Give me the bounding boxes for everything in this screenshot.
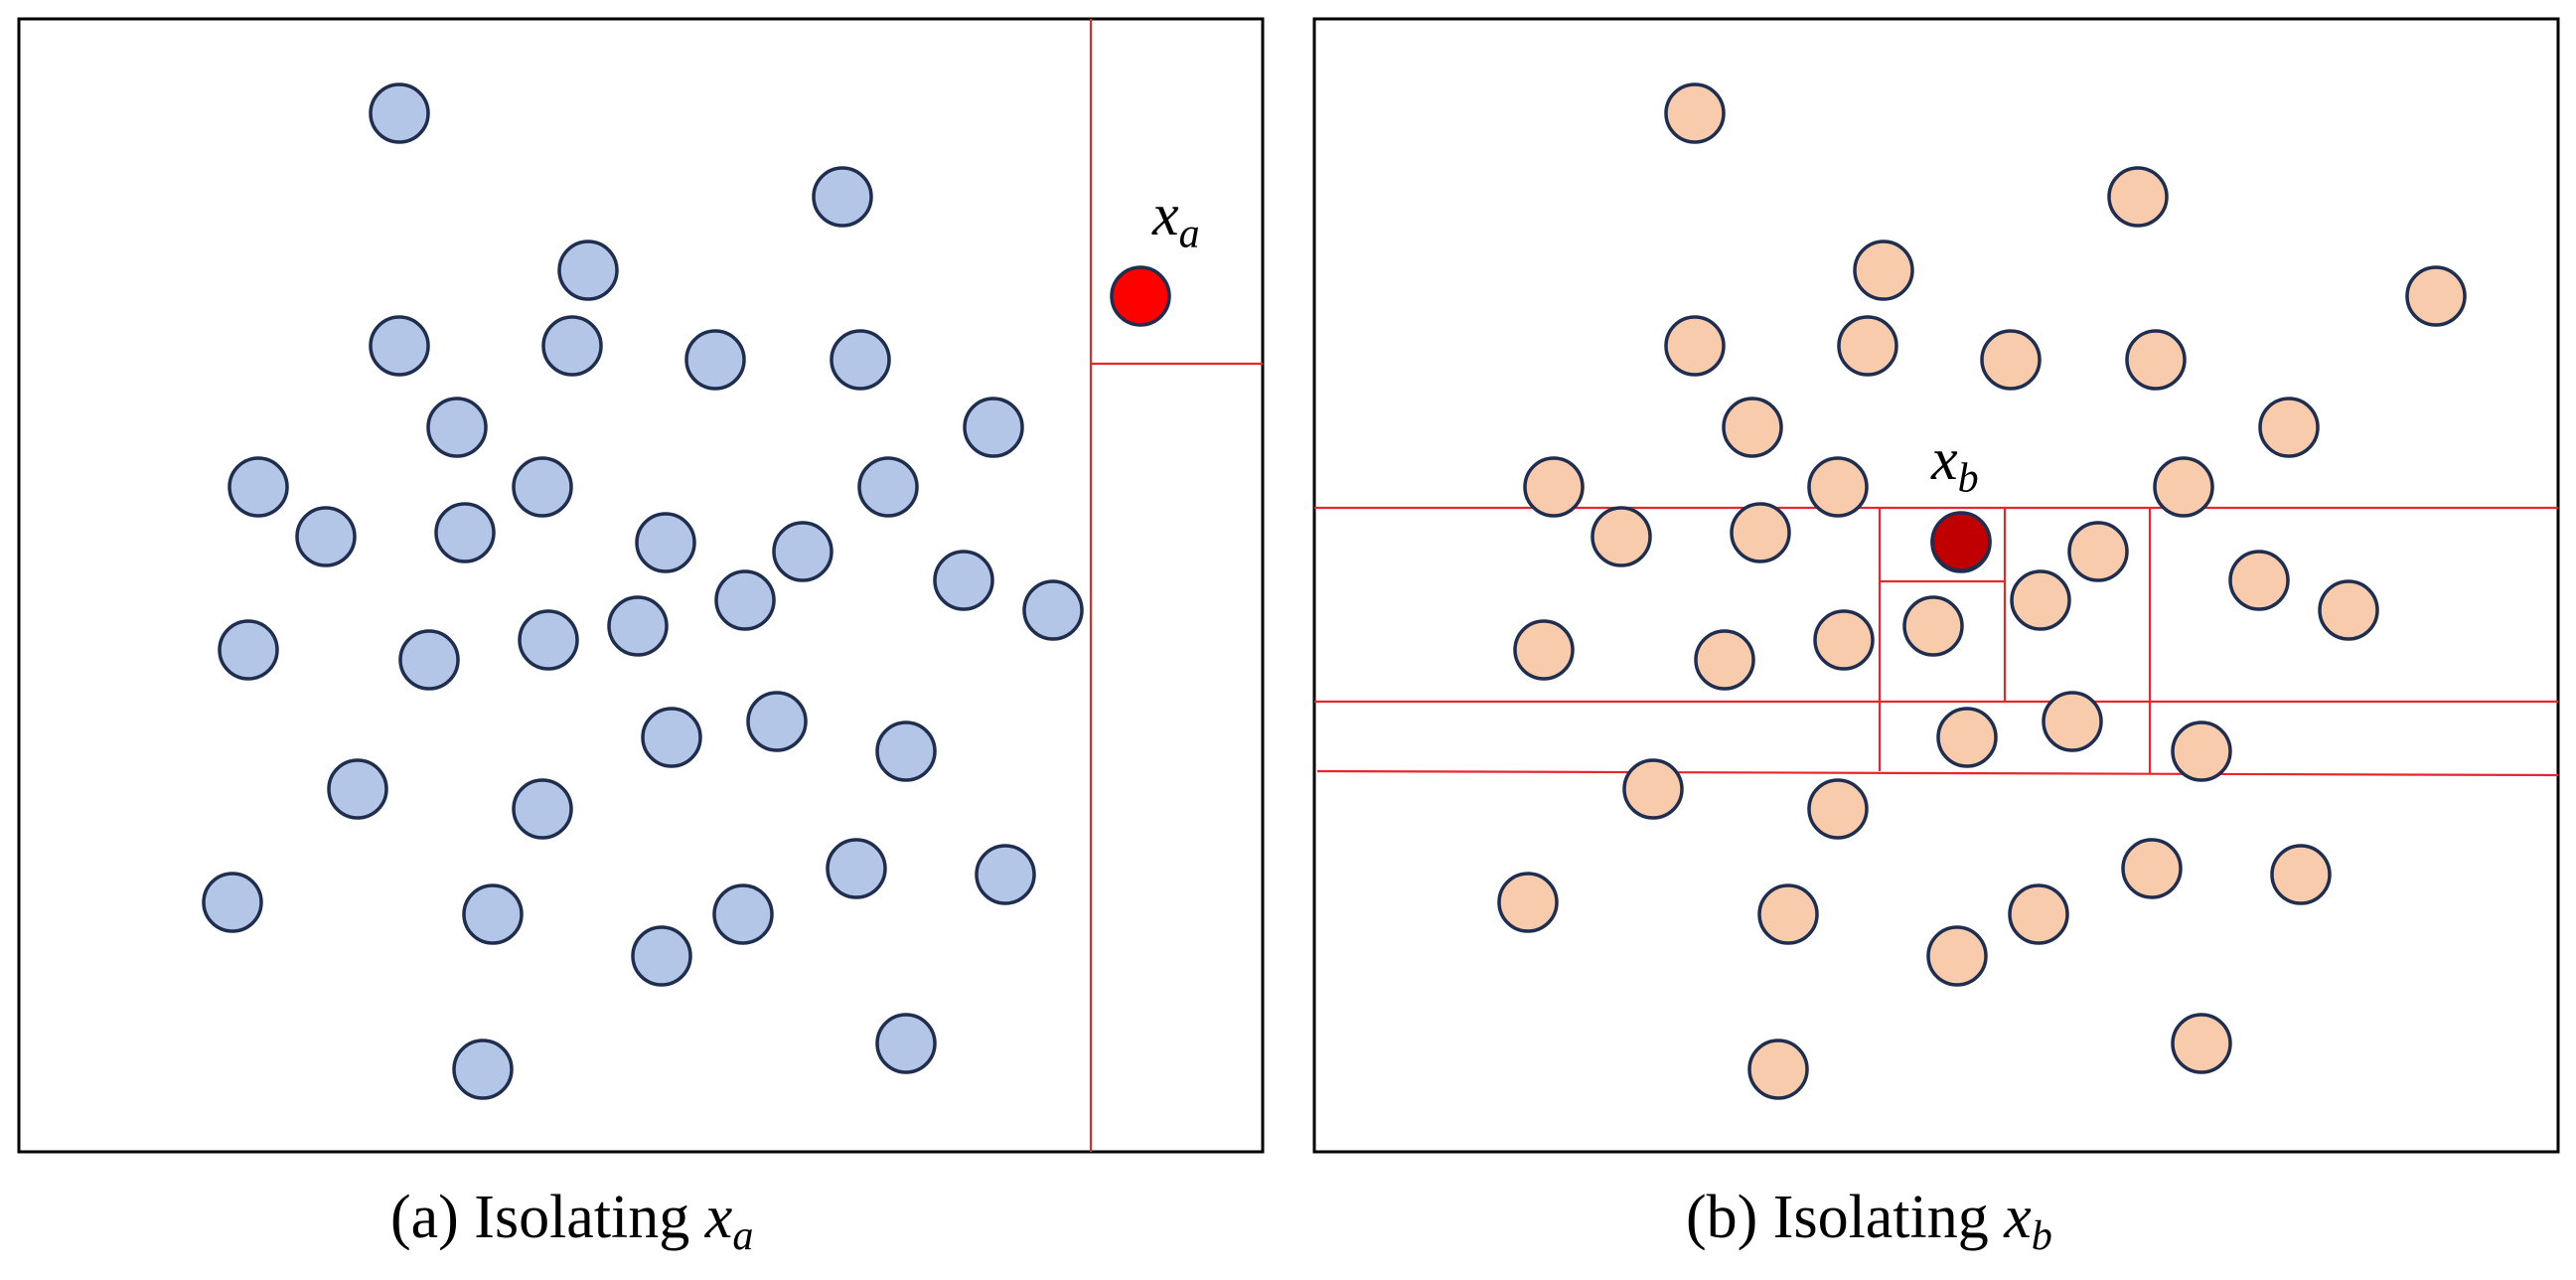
panel-a-points [202,82,1171,1100]
data-point [295,506,357,567]
data-point [1853,240,1914,301]
data-point [830,329,891,391]
data-point [607,595,669,657]
caption-b-text: (b) Isolating [1686,1184,2005,1251]
data-point [1664,82,1726,144]
data-point [1807,456,1869,518]
data-point [2107,166,2169,228]
data-point [202,872,263,933]
panel-b-partition-lines [1314,506,2559,777]
data-point [2258,397,2320,458]
data-point [1902,595,1964,657]
data-point [746,691,808,752]
caption-a-var: xa [704,1184,754,1259]
data-point [2121,838,2183,899]
data-point [2153,456,2214,518]
data-point [963,397,1024,458]
data-point [1722,397,1783,458]
data-point [684,329,746,391]
caption-b: (b) Isolating xb [1686,1183,2052,1260]
data-point [452,1039,514,1100]
data-point [812,166,873,228]
data-point [1730,502,1791,563]
data-point [857,456,919,518]
data-point [369,315,430,377]
data-point [1591,506,1652,567]
data-point [218,619,279,681]
outlier-a-label: xa [1152,182,1200,257]
data-point [875,1013,937,1074]
data-point [635,512,696,573]
data-point [541,315,603,377]
data-point [2228,550,2290,611]
panel-a-isolating-xa [17,17,1265,1154]
data-point [2171,1013,2232,1074]
data-point [2125,329,2187,391]
data-point [826,838,887,899]
data-point [1523,456,1585,518]
caption-b-var: xb [2004,1184,2052,1259]
data-point [2171,720,2232,782]
data-point [933,550,994,611]
data-point [1513,619,1575,681]
outlier-point-xb [1930,511,1992,572]
data-point [512,778,573,840]
caption-a-text: (a) Isolating [390,1184,705,1251]
outlier-b-label: xb [1931,426,1979,502]
data-point [1807,778,1869,840]
data-point [1936,707,1998,768]
data-point [2008,883,2069,945]
data-point [1813,609,1875,671]
data-point [1837,315,1898,377]
outlier-point-xa [1110,265,1171,327]
data-point [1926,925,1988,987]
data-point [227,456,289,518]
data-point [1694,629,1755,691]
data-point [512,456,573,518]
data-point [1664,315,1726,377]
data-point [772,521,833,582]
data-point [1757,883,1819,945]
data-point [2270,844,2332,905]
data-point [1022,579,1084,641]
data-point [2042,691,2103,752]
data-point [1497,872,1559,933]
data-point [641,707,702,768]
data-point [712,883,774,945]
data-point [975,844,1036,905]
data-point [1747,1039,1809,1100]
data-point [2010,569,2071,631]
data-point [1980,329,2042,391]
data-point [875,720,937,782]
data-point [462,883,524,945]
data-point [2405,265,2467,327]
panel-a-frame [17,17,1265,1154]
data-point [434,502,496,563]
panel-b-frame [1312,17,2560,1154]
data-point [714,569,776,631]
data-point [631,925,692,987]
panel-b-points [1497,82,2467,1100]
data-point [557,240,619,301]
data-point [2067,521,2129,582]
data-point [1622,758,1684,820]
panel-a-partition-lines [1089,19,1263,1152]
data-point [327,758,388,820]
data-point [426,397,488,458]
data-point [2318,579,2379,641]
panel-b-isolating-xb [1312,17,2560,1154]
data-point [398,629,460,691]
data-point [518,609,579,671]
partition-line [1316,769,2559,777]
data-point [369,82,430,144]
caption-a: (a) Isolating xa [390,1183,753,1260]
